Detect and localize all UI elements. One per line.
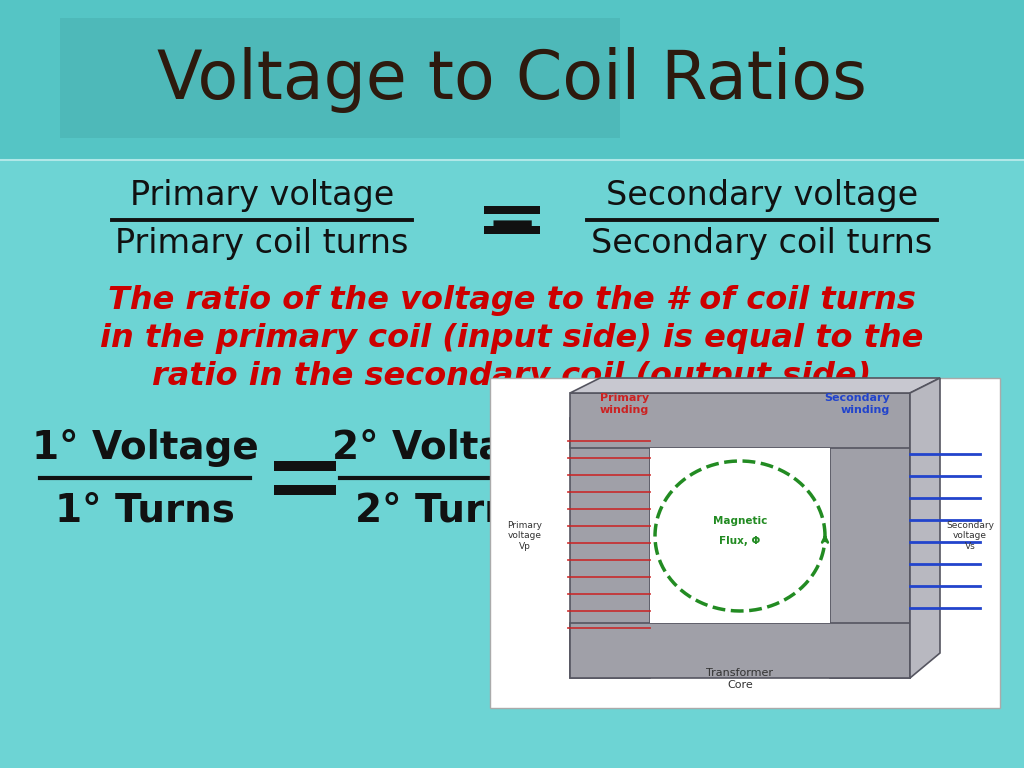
- Bar: [570, 623, 910, 678]
- Text: in the primary coil (input side) is equal to the: in the primary coil (input side) is equa…: [100, 323, 924, 353]
- Text: =: =: [486, 190, 538, 250]
- Bar: [274, 485, 336, 495]
- Polygon shape: [570, 378, 940, 393]
- Text: Magnetic: Magnetic: [713, 516, 767, 526]
- Text: 1° Turns: 1° Turns: [55, 491, 234, 529]
- Polygon shape: [910, 378, 940, 678]
- Text: 2° Turns: 2° Turns: [355, 491, 535, 529]
- Text: Flux, Φ: Flux, Φ: [720, 536, 761, 546]
- Text: Secondary voltage: Secondary voltage: [606, 180, 919, 213]
- Bar: [650, 448, 830, 623]
- Text: The ratio of the voltage to the # of coil turns: The ratio of the voltage to the # of coi…: [109, 284, 915, 316]
- Bar: [570, 418, 650, 678]
- Text: 1° Voltage: 1° Voltage: [32, 429, 258, 467]
- Text: Primary voltage: Primary voltage: [130, 180, 394, 213]
- Bar: [830, 418, 910, 678]
- Text: Voltage to Coil Ratios: Voltage to Coil Ratios: [157, 47, 867, 113]
- Bar: [490, 378, 1000, 708]
- Text: Primary
voltage
Vp: Primary voltage Vp: [508, 521, 543, 551]
- Text: Secondary coil turns: Secondary coil turns: [592, 227, 933, 260]
- Bar: [0, 0, 1024, 160]
- Text: Primary coil turns: Primary coil turns: [116, 227, 409, 260]
- Text: Secondary
voltage
Vs: Secondary voltage Vs: [946, 521, 994, 551]
- Text: Secondary
winding: Secondary winding: [824, 393, 890, 415]
- Bar: [60, 18, 620, 138]
- Text: Primary
winding: Primary winding: [600, 393, 649, 415]
- Bar: [484, 226, 540, 234]
- Text: ratio in the secondary coil (output side): ratio in the secondary coil (output side…: [153, 360, 871, 392]
- Text: 2° Voltage: 2° Voltage: [332, 429, 558, 467]
- Text: Transformer
Core: Transformer Core: [707, 668, 773, 690]
- Bar: [274, 461, 336, 471]
- Bar: [570, 393, 910, 448]
- Bar: [484, 206, 540, 214]
